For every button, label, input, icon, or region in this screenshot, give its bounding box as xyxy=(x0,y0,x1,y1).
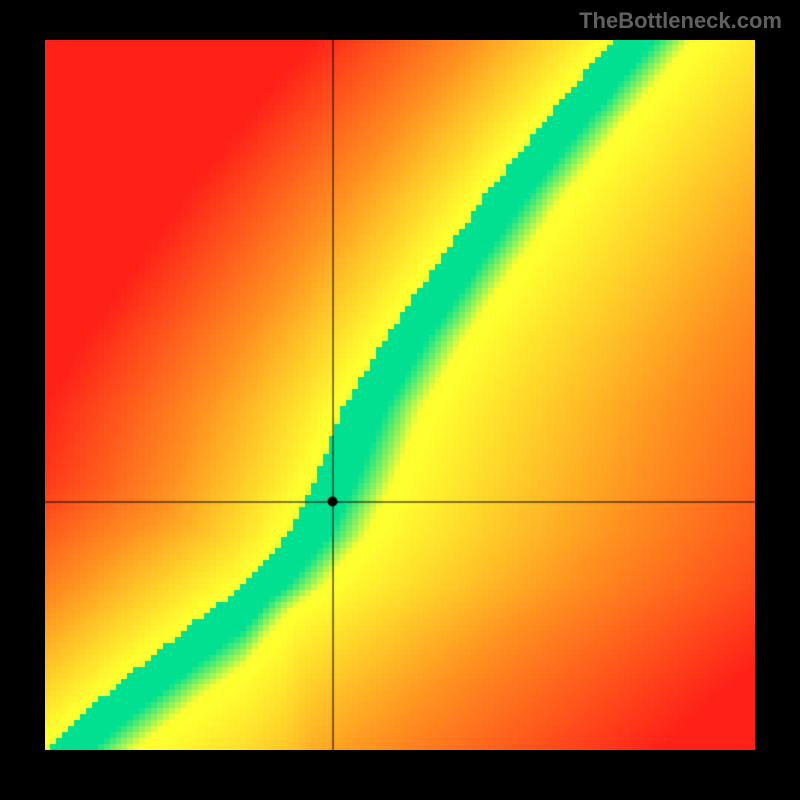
heatmap-canvas xyxy=(45,40,755,750)
watermark-text: TheBottleneck.com xyxy=(579,8,782,34)
heatmap-plot xyxy=(45,40,755,750)
